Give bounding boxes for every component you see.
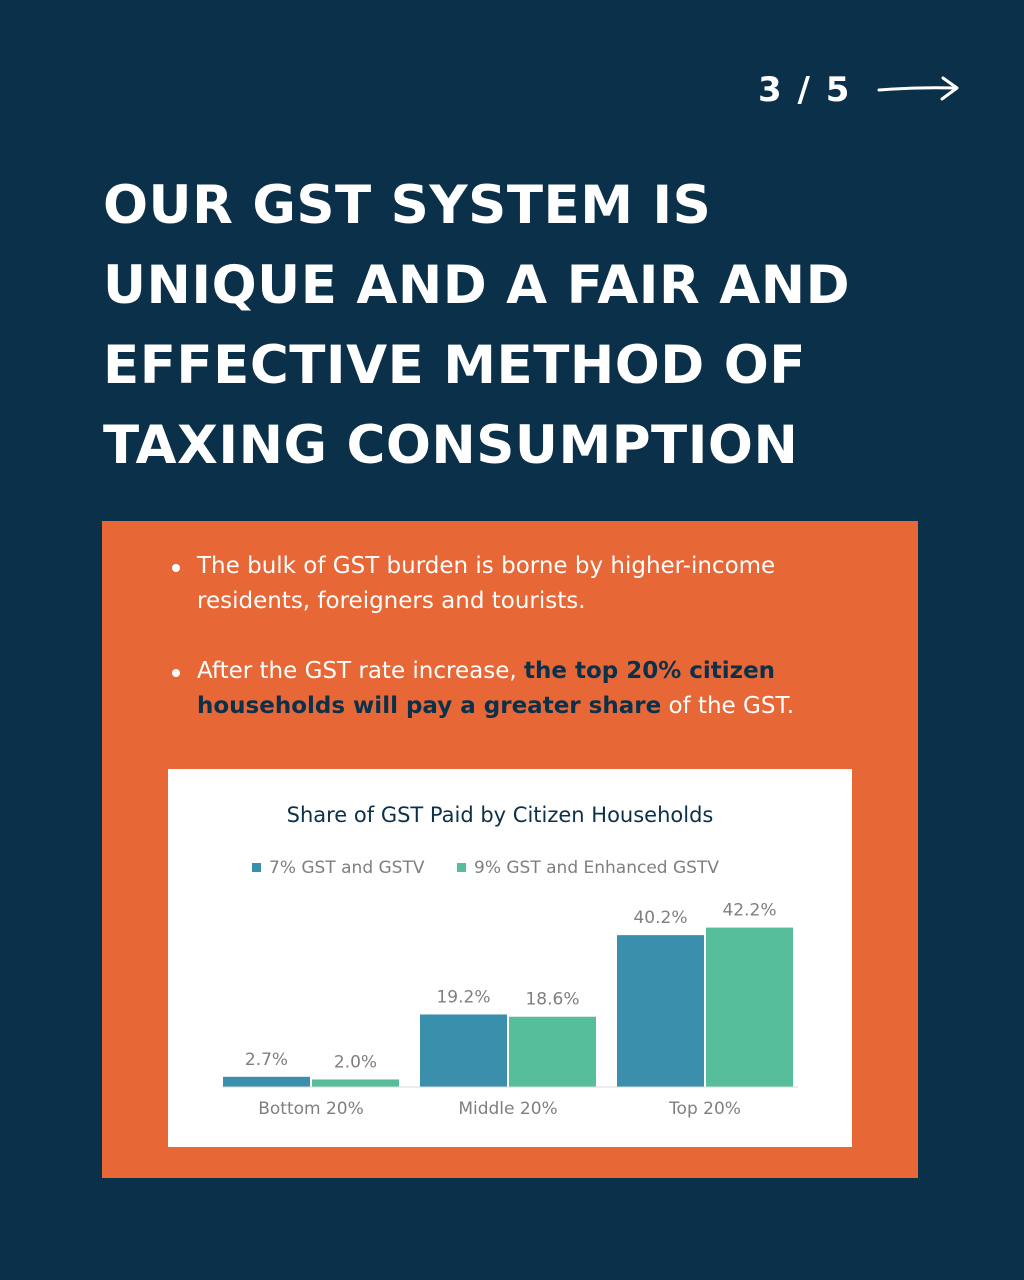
data-label: 40.2% <box>633 908 687 928</box>
bullet-item: The bulk of GST burden is borne by highe… <box>172 549 877 619</box>
page-indicator: 3 / 5 <box>758 70 852 110</box>
legend-swatch <box>252 863 261 872</box>
chart-legend: 7% GST and GSTV 9% GST and Enhanced GSTV <box>252 858 719 878</box>
bar-chart: Share of GST Paid by Citizen Households … <box>222 803 798 1119</box>
category-label: Bottom 20% <box>258 1099 364 1119</box>
legend-label: 9% GST and Enhanced GSTV <box>474 858 719 878</box>
bar <box>223 1076 310 1087</box>
bullet-emphasis: the top 20% citizen households will pay … <box>197 658 776 719</box>
bullet-text-end: of the GST. <box>661 693 795 719</box>
page-title: OUR GST SYSTEM IS UNIQUE AND A FAIR AND … <box>103 166 943 486</box>
chart-title: Share of GST Paid by Citizen Households <box>287 803 714 827</box>
bullet-text: After the GST rate increase, <box>197 658 524 684</box>
arrow-right-icon[interactable] <box>877 73 961 107</box>
info-panel: The bulk of GST burden is borne by highe… <box>102 521 918 1178</box>
bar <box>420 1014 507 1087</box>
pagination: 3 / 5 <box>758 70 961 110</box>
title-line: OUR GST SYSTEM IS <box>103 175 712 236</box>
title-line: EFFECTIVE METHOD OF <box>103 335 806 396</box>
bullet-list: The bulk of GST burden is borne by highe… <box>172 549 877 759</box>
bar-group: 2.7% 2.0% 19.2% 18.6% 40.2% 42.2% <box>223 901 793 1087</box>
bar <box>312 1079 399 1087</box>
bullet-text: The bulk of GST burden is borne by highe… <box>197 553 776 614</box>
data-label: 42.2% <box>722 901 776 921</box>
data-label: 18.6% <box>525 990 579 1010</box>
title-line: TAXING CONSUMPTION <box>103 415 799 476</box>
bullet-dot-icon <box>172 669 180 677</box>
bar <box>617 935 704 1087</box>
category-label: Middle 20% <box>458 1099 557 1119</box>
bullet-item: After the GST rate increase, the top 20%… <box>172 654 877 724</box>
chart-card: Share of GST Paid by Citizen Households … <box>168 769 852 1147</box>
data-label: 2.0% <box>334 1052 377 1072</box>
data-label: 19.2% <box>436 987 490 1007</box>
bar <box>706 927 793 1087</box>
title-line: UNIQUE AND A FAIR AND <box>103 255 851 316</box>
bar <box>509 1016 596 1087</box>
data-label: 2.7% <box>245 1050 288 1070</box>
category-label: Top 20% <box>668 1099 741 1119</box>
bullet-dot-icon <box>172 564 180 572</box>
legend-label: 7% GST and GSTV <box>269 858 425 878</box>
category-labels: Bottom 20% Middle 20% Top 20% <box>258 1099 741 1119</box>
legend-swatch <box>457 863 466 872</box>
